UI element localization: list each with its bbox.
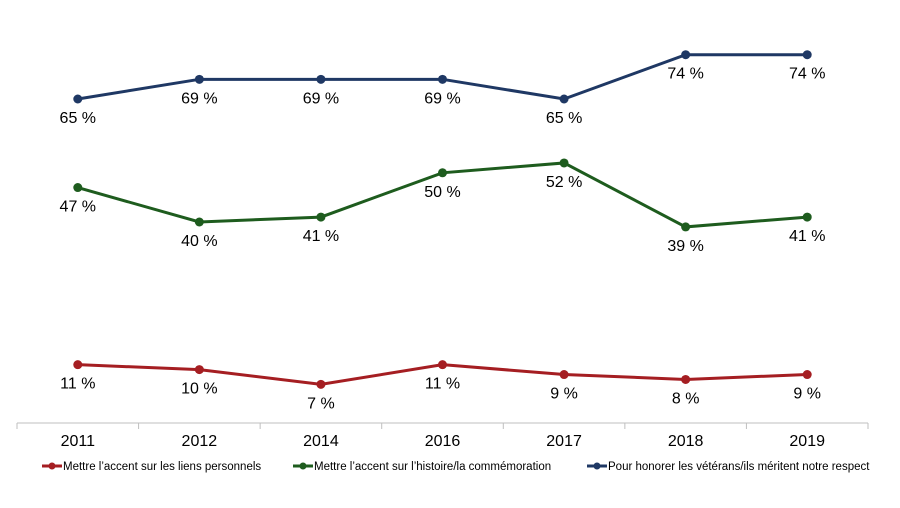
data-label: 69 % — [303, 90, 339, 107]
data-label: 8 % — [672, 390, 700, 407]
data-label: 41 % — [303, 228, 339, 245]
data-point — [681, 50, 691, 60]
data-label: 65 % — [60, 110, 96, 127]
data-label: 69 % — [181, 90, 217, 107]
data-point — [559, 158, 569, 168]
data-point — [438, 360, 447, 370]
data-point — [194, 74, 204, 84]
data-label: 69 % — [424, 90, 460, 107]
legend-marker — [299, 462, 307, 470]
data-label: 65 % — [546, 110, 582, 127]
data-point — [681, 374, 691, 384]
x-tick-label: 2018 — [668, 433, 704, 450]
data-label: 50 % — [424, 184, 460, 201]
data-label: 52 % — [546, 174, 582, 191]
data-label: 41 % — [789, 228, 825, 245]
data-label: 9 % — [550, 386, 578, 403]
data-label: 74 % — [789, 66, 825, 83]
data-label: 10 % — [181, 381, 217, 398]
data-point — [73, 94, 83, 104]
legend-marker — [48, 462, 56, 470]
data-point — [194, 365, 204, 375]
x-tick-label: 2014 — [303, 433, 339, 450]
data-point — [438, 74, 447, 84]
data-label: 47 % — [60, 199, 96, 216]
legend-label: Pour honorer les vétérans/ils méritent n… — [608, 461, 870, 473]
data-point — [802, 370, 812, 380]
x-tick-label: 2011 — [61, 433, 96, 450]
data-point — [559, 94, 569, 104]
data-point — [316, 74, 326, 84]
data-point — [194, 217, 204, 227]
data-point — [73, 360, 83, 370]
legend-label: Mettre l’accent sur les liens personnels — [63, 461, 261, 473]
data-point — [802, 212, 812, 222]
x-tick-label: 2019 — [789, 433, 825, 450]
data-label: 39 % — [667, 238, 703, 255]
data-label: 11 % — [425, 376, 460, 393]
data-point — [559, 370, 569, 380]
data-label: 74 % — [667, 66, 703, 83]
data-point — [438, 168, 447, 178]
data-label: 40 % — [181, 233, 217, 250]
data-point — [316, 379, 326, 389]
data-label: 11 % — [60, 376, 95, 393]
legend-marker — [593, 462, 601, 470]
data-point — [316, 212, 326, 222]
data-label: 7 % — [307, 395, 335, 412]
data-point — [73, 183, 83, 193]
x-tick-label: 2017 — [546, 433, 582, 450]
data-point — [681, 222, 691, 232]
data-label: 9 % — [793, 386, 821, 403]
x-tick-label: 2012 — [182, 433, 218, 450]
data-point — [802, 50, 812, 60]
legend-label: Mettre l’accent sur l’histoire/la commém… — [314, 461, 551, 473]
x-tick-label: 2016 — [425, 433, 461, 450]
